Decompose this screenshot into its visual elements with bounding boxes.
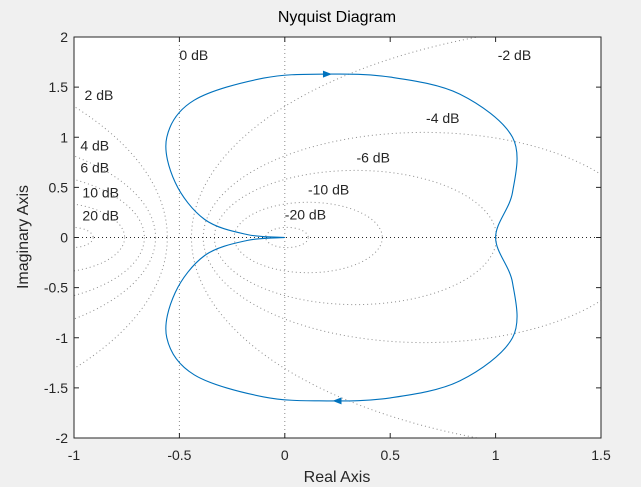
m-circle	[74, 178, 145, 297]
m-circle	[213, 169, 498, 306]
y-axis-label: Imaginary Axis	[15, 185, 32, 289]
x-tick-label: -0.5	[167, 447, 191, 463]
y-tick-label: 1.5	[49, 79, 69, 95]
m-circle-label: -10 dB	[308, 181, 349, 197]
plot-area	[74, 37, 601, 438]
y-tick-label: 0	[60, 230, 68, 246]
direction-arrow	[332, 397, 342, 405]
m-circle-label: -4 dB	[426, 110, 459, 126]
axis-ticks	[73, 36, 602, 439]
x-tick-label: 1	[492, 447, 500, 463]
m-circle	[74, 155, 156, 320]
x-tick-label: -1	[68, 447, 81, 463]
m-circle-label: 2 dB	[85, 87, 114, 103]
y-tick-label: -2	[56, 430, 69, 446]
m-circle-label: 6 dB	[80, 159, 109, 175]
m-circle-grid	[74, 37, 601, 438]
x-axis-label: Real Axis	[304, 469, 371, 486]
m-circle-label: 4 dB	[80, 137, 109, 153]
nyquist-curve	[165, 73, 518, 402]
y-tick-label: -1	[56, 330, 69, 346]
m-circle-label: -6 dB	[356, 149, 389, 165]
m-circle-label: -20 dB	[285, 206, 326, 222]
x-tick-label: 0.5	[380, 447, 400, 463]
m-circle	[202, 131, 601, 344]
x-tick-label: 0	[281, 447, 289, 463]
m-circle-label: 10 dB	[82, 184, 119, 200]
m-circle-label: 20 dB	[82, 207, 119, 223]
m-circle-label: 0 dB	[179, 47, 208, 63]
y-tick-label: 0.5	[49, 179, 69, 195]
y-tick-label: -0.5	[44, 280, 68, 296]
m-circle	[74, 203, 126, 272]
chart-title: Nyquist Diagram	[278, 9, 396, 26]
m-circle	[265, 226, 309, 249]
m-circle	[191, 37, 481, 438]
x-tick-label: 1.5	[591, 447, 611, 463]
y-tick-label: 1	[60, 129, 68, 145]
y-tick-label: 2	[60, 29, 68, 45]
y-tick-label: -1.5	[44, 380, 68, 396]
m-circle	[74, 226, 94, 249]
m-circle	[74, 105, 168, 370]
m-circle-labels: 0 dB -2 dB 2 dB -4 dB 4 dB -6 dB 6 dB -10 dB 10 …	[80, 47, 531, 223]
m-circle-label: -2 dB	[498, 47, 531, 63]
axis-tick-labels: -1 -0.5 0 0.5 1 1.5 -2 -1.5 -1 -0.5 0 0.5 1 1.5 2	[44, 29, 611, 463]
direction-arrow	[322, 70, 332, 78]
